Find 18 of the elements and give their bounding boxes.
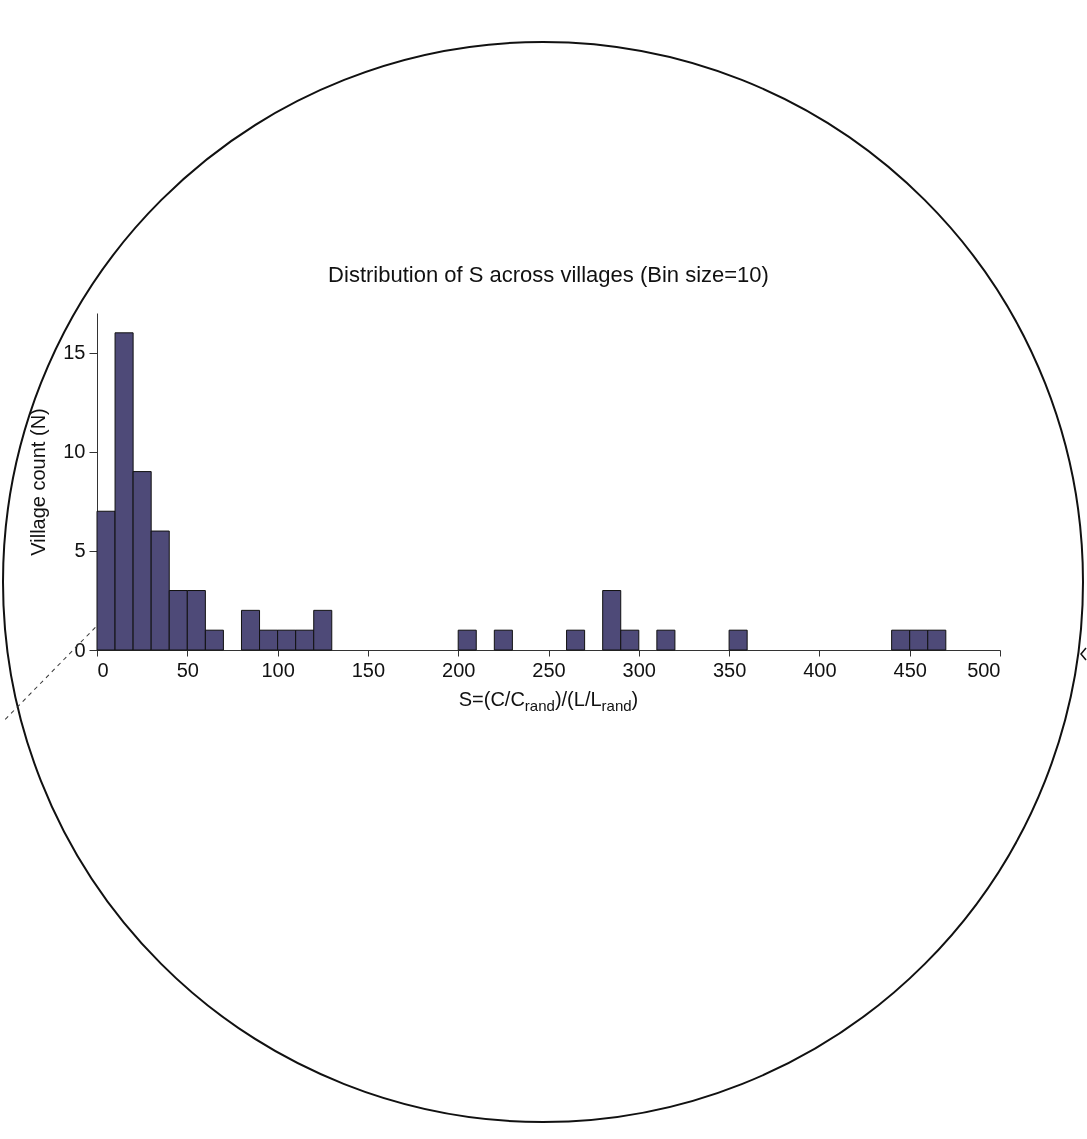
y-tick-label: 5 — [74, 539, 86, 562]
x-axis-title: S=(C/C$_{rand}$)/(L/L$_{rand}$) — [457, 688, 640, 714]
x-tick-label: 0 — [97, 658, 109, 681]
y-tick-label: 10 — [63, 440, 86, 463]
x-tick-label: 250 — [532, 658, 566, 681]
chart-title: Distribution of S across villages (Bin size=10) — [328, 262, 769, 287]
x-tick-label: 350 — [712, 658, 747, 681]
x-tick-label: 50 — [176, 658, 199, 681]
y-tick-label: 15 — [63, 341, 86, 364]
x-tick-label: 300 — [622, 658, 656, 681]
x-tick-label: 450 — [893, 658, 927, 681]
x-tick-label: 200 — [442, 658, 476, 681]
x-tick-label: 150 — [351, 658, 386, 681]
y-tick-label: 0 — [74, 638, 86, 661]
y-axis-title: Village count (N) — [27, 408, 50, 556]
x-tick-label: 500 — [967, 658, 1001, 681]
x-tick-label: 400 — [803, 658, 837, 681]
x-tick-label: 100 — [261, 658, 295, 681]
